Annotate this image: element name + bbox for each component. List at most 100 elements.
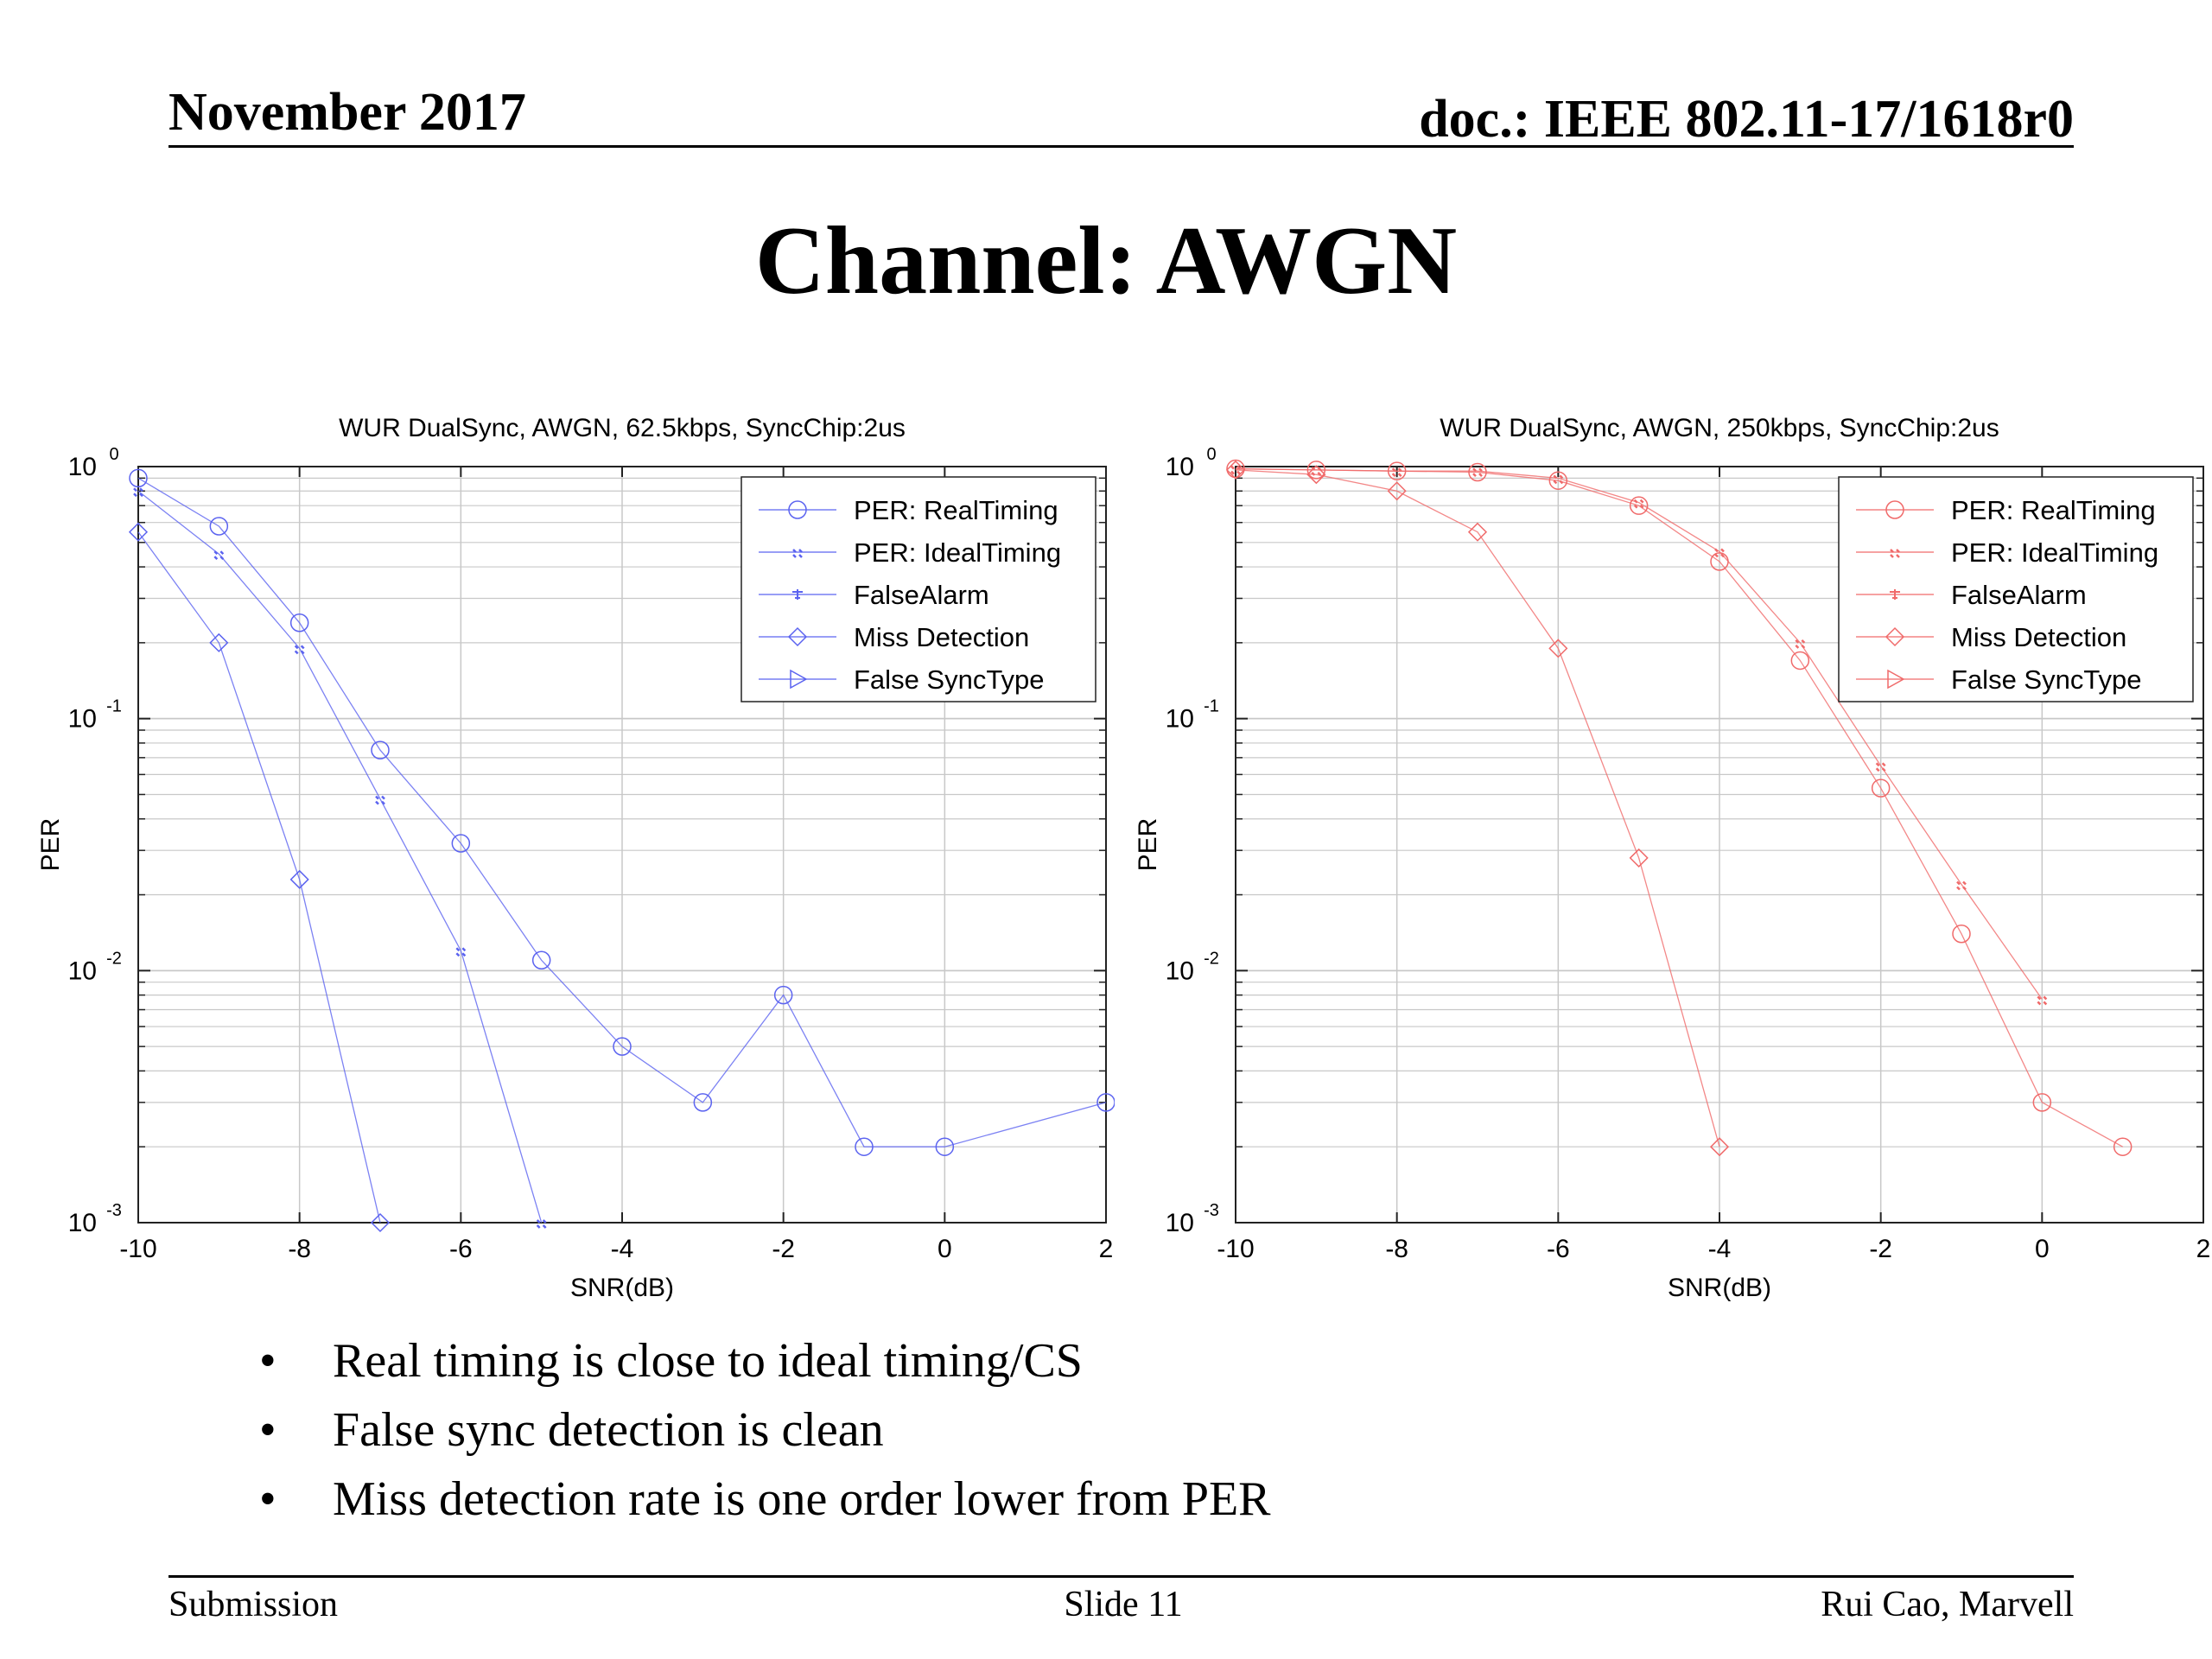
data-point [773,985,793,1005]
data-point [1387,481,1407,501]
series-group [1225,459,2133,1157]
data-point [129,468,148,488]
data-point [294,645,305,655]
series-line [137,477,1107,1147]
series-line [137,490,543,1224]
y-tick-exponent: -3 [106,1201,122,1220]
data-point [1709,1137,1730,1157]
y-tick-exponent: -1 [1204,697,1219,716]
data-point [613,1037,632,1056]
chart-left-svg: WUR DualSync, AWGN, 62.5kbps, SyncChip:2… [36,414,1115,1302]
legend-marker [788,500,807,519]
legend-label: FalseAlarm [854,580,989,610]
data-point [855,1137,874,1156]
legend-label: PER: RealTiming [854,495,1058,525]
y-tick-exponent: -1 [106,697,122,716]
data-point [371,741,390,760]
data-point [1553,474,1564,485]
bullet-item: • Real timing is close to ideal timing/CS [259,1326,1271,1395]
legend-label: PER: IdealTiming [854,537,1061,568]
legend-label: False SyncType [854,664,1045,695]
y-tick-label: 10 [68,957,97,985]
data-point [289,869,309,889]
data-point [1467,522,1488,542]
series-line [137,531,381,1224]
legend-marker [792,549,803,558]
data-point [1391,467,1402,478]
footer-rule [168,1575,2074,1578]
x-tick-label: 0 [2035,1235,2050,1263]
data-point [2113,1137,2133,1156]
data-point [1633,499,1644,509]
legend-marker [1890,549,1900,558]
legend-marker [792,589,803,600]
data-point [1629,848,1649,868]
data-point [455,947,467,957]
x-tick-label: -10 [1217,1235,1254,1263]
footer-author: Rui Cao, Marvell [1821,1585,2074,1624]
legend-marker [1885,626,1905,647]
data-point [2032,1093,2052,1112]
slide-title: Channel: AWGN [754,207,1458,315]
y-axis-label: PER [36,818,65,872]
data-point [1956,880,1967,891]
x-tick-label: 0 [938,1235,952,1263]
footer-slide-number: Slide 11 [1064,1585,1183,1624]
data-point [370,1212,391,1233]
series-line [1235,467,2043,1000]
chart-right: WUR DualSync, AWGN, 250kbps, SyncChip:2u… [1123,406,2212,1313]
data-point [2037,995,2048,1006]
y-tick-exponent: -2 [1204,949,1219,968]
bullet-text: Miss detection rate is one order lower f… [333,1472,1271,1526]
y-tick-label: 10 [1166,705,1194,734]
bullet-list: • Real timing is close to ideal timing/CS… [259,1326,1271,1534]
bullet-text: False sync detection is clean [333,1403,884,1457]
x-tick-label: -2 [1869,1235,1892,1263]
chart-title: WUR DualSync, AWGN, 250kbps, SyncChip:2u… [1440,414,1999,442]
y-tick-exponent: 0 [109,445,118,464]
data-point [1714,548,1725,558]
series-line [1235,469,1720,1147]
legend-label: Miss Detection [854,622,1029,652]
x-tick-label: -2 [772,1235,795,1263]
legend: PER: RealTiming PER: IdealTiming FalseAlar… [1838,476,2194,702]
legend-box [741,476,1096,702]
data-point [935,1137,955,1156]
x-tick-label: 2 [1099,1235,1114,1263]
data-point [451,834,471,853]
y-tick-label: 10 [68,453,97,481]
y-tick-exponent: -2 [106,949,122,968]
data-point [1096,1093,1115,1112]
chart-left: WUR DualSync, AWGN, 62.5kbps, SyncChip:2… [26,406,1115,1313]
legend-label: PER: IdealTiming [1951,537,2158,568]
data-point [133,487,143,498]
header-date: November 2017 [168,83,526,142]
legend: PER: RealTiming PER: IdealTiming FalseAlar… [741,476,1096,702]
data-point [213,550,225,561]
y-tick-label: 10 [68,705,97,734]
y-tick-label: 10 [1166,957,1194,985]
legend-marker [1885,500,1904,519]
x-tick-label: -4 [1708,1235,1732,1263]
y-tick-exponent: 0 [1206,445,1216,464]
data-point [1629,496,1649,515]
legend-marker [1887,669,1905,690]
data-point [209,632,229,652]
x-tick-label: 2 [2196,1235,2211,1263]
data-point [693,1093,713,1112]
bullet-dot-icon: • [259,1403,276,1457]
footer-left: Submission [168,1585,339,1624]
x-axis-label: SNR(dB) [570,1274,674,1302]
data-point [1472,467,1483,478]
data-point [536,1219,547,1229]
data-point [1306,465,1326,485]
x-tick-label: -8 [288,1235,311,1263]
header-rule [168,145,2074,148]
data-point [375,795,385,805]
bullet-text: Real timing is close to ideal timing/CS [333,1334,1083,1388]
x-tick-label: -6 [1547,1235,1570,1263]
x-axis-label: SNR(dB) [1668,1274,1771,1302]
data-point [1795,639,1806,649]
bullet-item: • Miss detection rate is one order lower … [259,1465,1271,1534]
data-point [1548,639,1568,658]
